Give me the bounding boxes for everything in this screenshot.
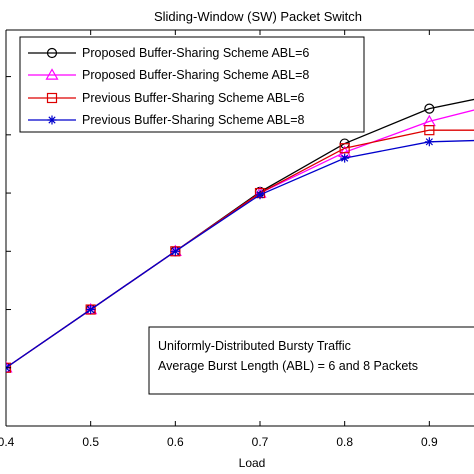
data-point (339, 143, 350, 154)
legend-marker (46, 47, 58, 59)
legend-marker (46, 92, 58, 104)
legend-sample-3 (28, 115, 76, 125)
data-point (6, 361, 13, 373)
legend: Proposed Buffer-Sharing Scheme ABL=6 Pro… (19, 36, 365, 133)
series-line-0 (6, 98, 474, 369)
data-point (340, 153, 350, 163)
legend-label-0: Proposed Buffer-Sharing Scheme ABL=6 (82, 46, 309, 60)
legend-sample-0 (28, 47, 76, 59)
legend-sample-2 (28, 92, 76, 104)
legend-marker (45, 68, 59, 80)
annotation-box: Uniformly-Distributed Bursty Traffic Ave… (148, 326, 474, 395)
data-point (255, 190, 265, 200)
legend-label-3: Previous Buffer-Sharing Scheme ABL=8 (82, 113, 305, 127)
chart-title: Sliding-Window (SW) Packet Switch (154, 9, 362, 24)
data-point (86, 305, 96, 315)
x-axis-label: Load (239, 456, 266, 470)
annotation-line-1: Uniformly-Distributed Bursty Traffic (158, 339, 351, 353)
data-point (424, 103, 435, 114)
legend-marker (47, 115, 57, 125)
x-tick-label: 0.6 (167, 435, 184, 449)
data-point (424, 125, 435, 136)
series-3 (6, 137, 474, 373)
legend-label-1: Proposed Buffer-Sharing Scheme ABL=8 (82, 68, 309, 82)
data-point (170, 246, 180, 256)
data-point (424, 137, 434, 147)
x-tick-label: 0.4 (0, 435, 15, 449)
legend-label-2: Previous Buffer-Sharing Scheme ABL=6 (82, 91, 305, 105)
x-tick-label: 0.5 (82, 435, 99, 449)
legend-sample-1 (28, 68, 76, 80)
x-tick-label: 0.7 (252, 435, 269, 449)
x-tick-label: 0.8 (336, 435, 353, 449)
x-tick-label: 0.9 (421, 435, 438, 449)
annotation-frame (148, 326, 474, 395)
annotation-line-2: Average Burst Length (ABL) = 6 and 8 Pac… (158, 359, 418, 373)
legend-frame (19, 36, 365, 133)
